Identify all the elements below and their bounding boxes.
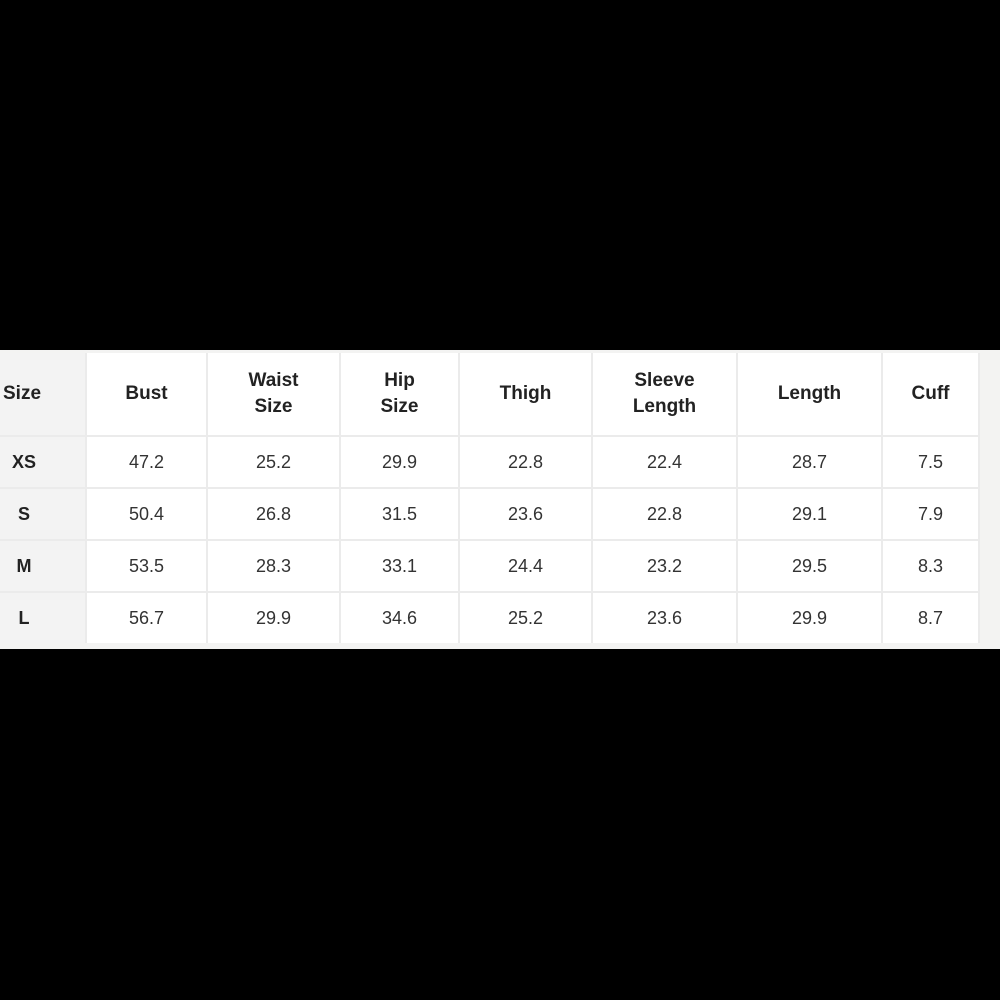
cell-text: 24.4: [507, 555, 544, 576]
size-label-cell: L: [0, 591, 87, 643]
cell-text: 22.4: [646, 451, 683, 472]
measurement-cell: 34.6: [339, 591, 460, 643]
column-header-text: Size: [254, 396, 293, 417]
column-header-text: Thigh: [499, 383, 552, 404]
measurement-cell: 22.8: [591, 487, 738, 541]
table-row: M 53.5 28.3 33.1 24.4 23.2 29.5 8.3: [0, 539, 980, 593]
cell-text: 29.9: [381, 451, 418, 472]
measurement-cell: 29.9: [339, 435, 460, 489]
table-row: XS 47.2 25.2 29.9 22.8 22.4 28.7 7.5: [0, 435, 980, 489]
column-header-text: Size: [380, 396, 419, 417]
column-header: Sleeve Length: [591, 353, 738, 437]
cell-text: S: [17, 503, 30, 524]
column-header-text: Cuff: [911, 383, 950, 404]
column-header: Hip Size: [339, 353, 460, 437]
column-header: Size: [0, 353, 87, 437]
measurement-cell: 29.9: [736, 591, 883, 643]
measurement-cell: 47.2: [85, 435, 208, 489]
column-header: Thigh: [458, 353, 593, 437]
cell-text: 33.1: [381, 555, 418, 576]
cell-text: 23.6: [507, 503, 544, 524]
column-header-text: Sleeve: [634, 370, 695, 391]
measurement-cell: 25.2: [458, 591, 593, 643]
cell-text: 25.2: [507, 607, 544, 628]
cell-text: 29.9: [255, 607, 292, 628]
measurement-cell: 8.7: [881, 591, 980, 643]
measurement-cell: 22.8: [458, 435, 593, 489]
cell-text: 25.2: [255, 451, 292, 472]
column-header-text: Hip: [384, 370, 415, 391]
cell-text: 56.7: [128, 607, 165, 628]
measurement-cell: 23.2: [591, 539, 738, 593]
cell-text: XS: [11, 451, 36, 472]
cell-text: M: [16, 555, 32, 576]
cell-text: 31.5: [381, 503, 418, 524]
cell-text: 26.8: [255, 503, 292, 524]
cell-text: 8.3: [917, 555, 944, 576]
measurement-cell: 28.7: [736, 435, 883, 489]
cell-text: L: [18, 607, 30, 628]
table-row: L 56.7 29.9 34.6 25.2 23.6 29.9 8.7: [0, 591, 980, 643]
size-chart-table: Size Bust Waist Size Hip Size Thigh Sleeve Lengt…: [0, 353, 980, 643]
cell-text: 53.5: [128, 555, 165, 576]
column-header-text: Bust: [125, 383, 168, 404]
measurement-cell: 23.6: [458, 487, 593, 541]
measurement-cell: 53.5: [85, 539, 208, 593]
cell-text: 8.7: [917, 607, 944, 628]
cell-text: 23.2: [646, 555, 683, 576]
size-label-cell: S: [0, 487, 87, 541]
cell-text: 28.3: [255, 555, 292, 576]
cell-text: 29.1: [791, 503, 828, 524]
measurement-cell: 33.1: [339, 539, 460, 593]
measurement-cell: 50.4: [85, 487, 208, 541]
measurement-cell: 24.4: [458, 539, 593, 593]
column-header: Length: [736, 353, 883, 437]
column-header-text: Length: [777, 383, 842, 404]
measurement-cell: 56.7: [85, 591, 208, 643]
cell-text: 22.8: [507, 451, 544, 472]
size-label-cell: M: [0, 539, 87, 593]
measurement-cell: 23.6: [591, 591, 738, 643]
cell-text: 47.2: [128, 451, 165, 472]
measurement-cell: 8.3: [881, 539, 980, 593]
header-row: Size Bust Waist Size Hip Size Thigh Sleeve Lengt…: [0, 353, 980, 437]
measurement-cell: 29.1: [736, 487, 883, 541]
measurement-cell: 28.3: [206, 539, 341, 593]
measurement-cell: 22.4: [591, 435, 738, 489]
cell-text: 34.6: [381, 607, 418, 628]
column-header-text: Length: [632, 396, 697, 417]
cell-text: 50.4: [128, 503, 165, 524]
measurement-cell: 31.5: [339, 487, 460, 541]
measurement-cell: 7.9: [881, 487, 980, 541]
measurement-cell: 25.2: [206, 435, 341, 489]
cell-text: 29.5: [791, 555, 828, 576]
cell-text: 29.9: [791, 607, 828, 628]
measurement-cell: 26.8: [206, 487, 341, 541]
cell-text: 28.7: [791, 451, 828, 472]
size-label-cell: XS: [0, 435, 87, 489]
column-header: Waist Size: [206, 353, 341, 437]
measurement-cell: 7.5: [881, 435, 980, 489]
cell-text: 7.9: [917, 503, 944, 524]
column-header-text: Size: [3, 383, 42, 404]
cell-text: 22.8: [646, 503, 683, 524]
table-row: S 50.4 26.8 31.5 23.6 22.8 29.1 7.9: [0, 487, 980, 541]
cell-text: 23.6: [646, 607, 683, 628]
measurement-cell: 29.5: [736, 539, 883, 593]
column-header: Bust: [85, 353, 208, 437]
column-header-text: Waist: [248, 370, 299, 391]
measurement-cell: 29.9: [206, 591, 341, 643]
column-header: Cuff: [881, 353, 980, 437]
cell-text: 7.5: [917, 451, 944, 472]
